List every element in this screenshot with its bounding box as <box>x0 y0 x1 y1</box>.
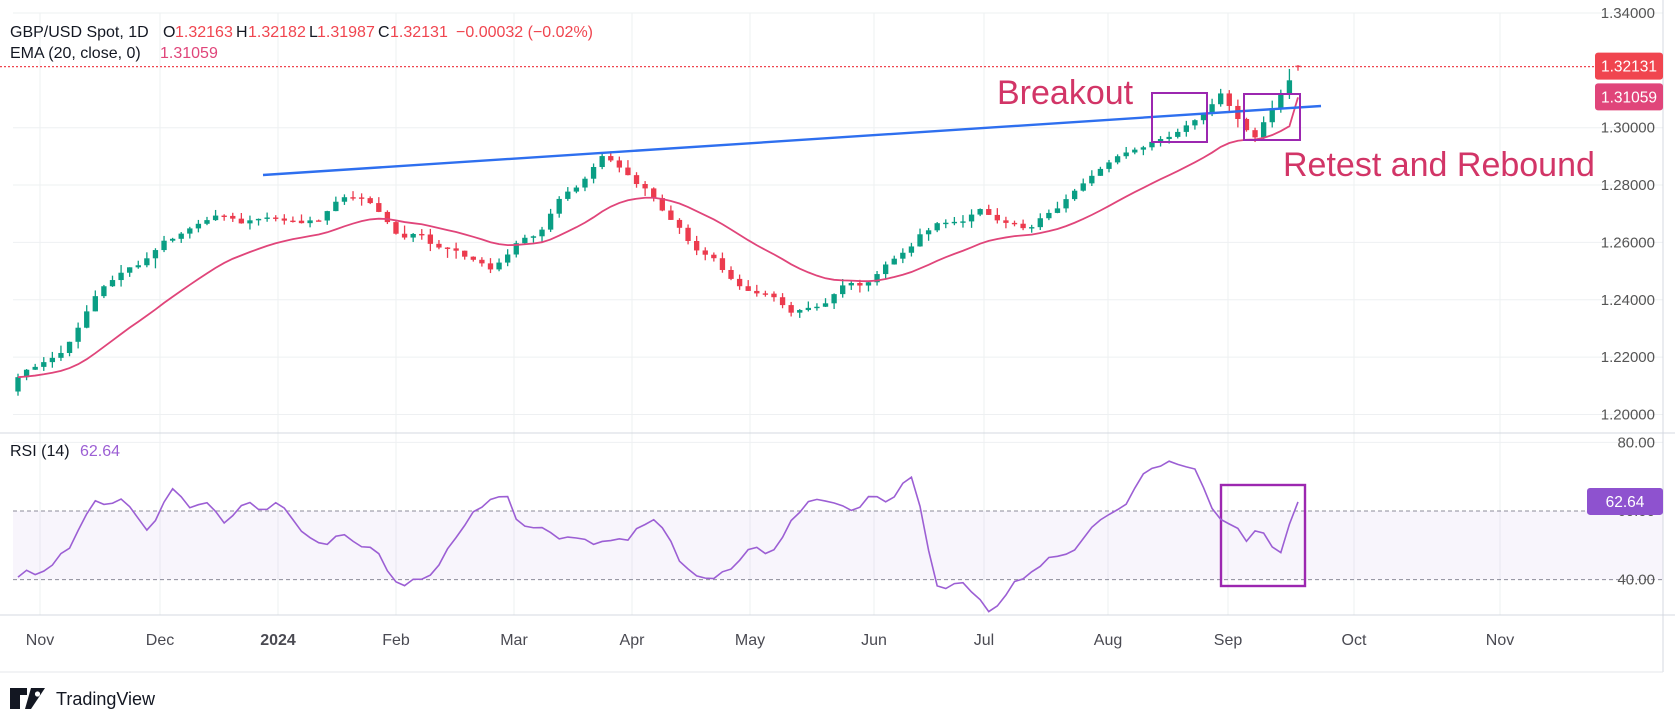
svg-text:1.20000: 1.20000 <box>1601 406 1655 423</box>
svg-text:1.34000: 1.34000 <box>1601 5 1655 22</box>
svg-text:Dec: Dec <box>146 632 174 649</box>
svg-text:1.32163: 1.32163 <box>175 24 233 41</box>
svg-text:Mar: Mar <box>500 632 528 649</box>
svg-text:−0.00032 (−0.02%): −0.00032 (−0.02%) <box>456 24 593 41</box>
svg-text:Feb: Feb <box>382 632 410 649</box>
svg-text:Jul: Jul <box>974 632 994 649</box>
svg-text:62.64: 62.64 <box>80 443 120 460</box>
svg-text:1.31987: 1.31987 <box>317 24 375 41</box>
svg-text:1.32131: 1.32131 <box>390 24 448 41</box>
svg-text:H: H <box>236 24 248 41</box>
svg-text:Nov: Nov <box>1486 632 1514 649</box>
svg-text:Jun: Jun <box>861 632 887 649</box>
svg-text:40.00: 40.00 <box>1617 572 1655 589</box>
svg-text:Apr: Apr <box>620 632 646 649</box>
svg-text:Oct: Oct <box>1342 632 1367 649</box>
svg-text:2024: 2024 <box>260 632 296 649</box>
svg-text:62.64: 62.64 <box>1606 494 1645 511</box>
svg-text:1.30000: 1.30000 <box>1601 120 1655 137</box>
svg-text:1.28000: 1.28000 <box>1601 177 1655 194</box>
svg-text:1.26000: 1.26000 <box>1601 234 1655 251</box>
svg-text:1.24000: 1.24000 <box>1601 292 1655 309</box>
svg-text:1.32182: 1.32182 <box>248 24 306 41</box>
svg-text:Breakout: Breakout <box>997 74 1134 112</box>
svg-text:Aug: Aug <box>1094 632 1122 649</box>
svg-text:GBP/USD Spot, 1D: GBP/USD Spot, 1D <box>10 24 149 41</box>
svg-text:C: C <box>378 24 390 41</box>
svg-text:Nov: Nov <box>26 632 54 649</box>
svg-text:EMA (20, close, 0): EMA (20, close, 0) <box>10 45 141 62</box>
svg-text:80.00: 80.00 <box>1617 434 1655 451</box>
svg-text:1.31059: 1.31059 <box>1601 89 1657 106</box>
svg-text:1.32131: 1.32131 <box>1601 59 1657 76</box>
svg-text:1.22000: 1.22000 <box>1601 349 1655 366</box>
svg-text:Sep: Sep <box>1214 632 1243 649</box>
svg-text:Retest and Rebound: Retest and Rebound <box>1283 146 1595 184</box>
svg-text:1.31059: 1.31059 <box>160 45 218 62</box>
svg-text:RSI (14): RSI (14) <box>10 443 70 460</box>
svg-text:O: O <box>163 24 175 41</box>
svg-text:May: May <box>735 632 765 649</box>
svg-text:TradingView: TradingView <box>56 689 156 709</box>
